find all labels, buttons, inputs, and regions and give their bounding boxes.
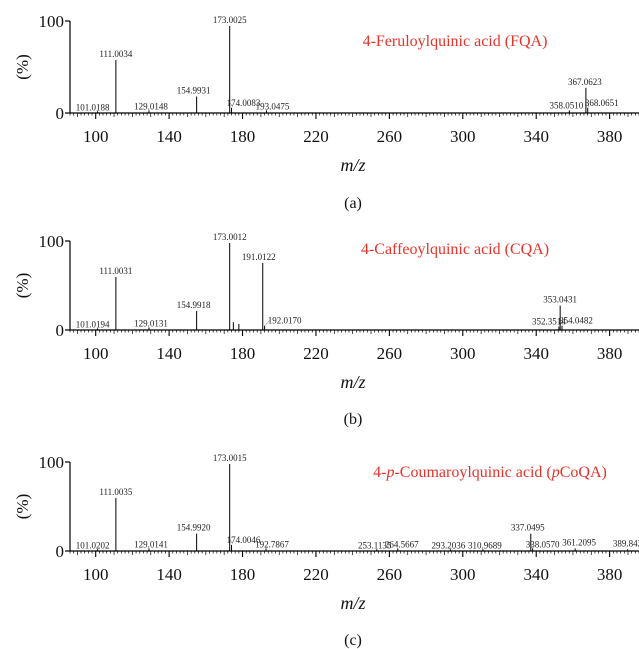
panel-a-peak-label-2: 129.0148 [134,101,168,111]
panel-c-xtick-label-260: 260 [377,565,403,584]
panel-a-peak-label-1: 111.0034 [99,49,133,59]
panel-b-peak-label-2: 129.0131 [134,318,168,328]
panel-c-peak-label-9: 293.2036 [431,540,465,550]
panel-c-y-axis-label: (%) [13,494,32,519]
panel-c-xtick-label-180: 180 [230,565,256,584]
panel-c-peak-label-5: 174.0046 [227,535,261,545]
panel-c-peak-label-1: 111.0035 [99,487,133,497]
panel-c-xtick-label-140: 140 [156,565,182,584]
panel-c-peak-label-0: 101.0202 [76,540,110,550]
panel-b-xtick-label-180: 180 [230,344,256,363]
panel-c-caption: (c) [344,632,362,649]
panel-c-peak-label-11: 337.0495 [511,523,545,533]
panel-a-compound-title: 4-Feruloylquinic acid (FQA) [363,33,548,50]
panel-b-peak-leader [265,319,271,325]
panel-b-caption: (b) [344,411,363,428]
panel-a-peak-leader [229,101,233,107]
panel-a-peak-label-4: 173.0025 [213,15,247,25]
panel-b-peak-label-7: 191.0122 [242,252,276,262]
panel-b-x-axis-label: m/z [340,372,365,392]
panel-a-caption: (a) [344,195,362,212]
panel-a-peak-label-7: 358.0510 [549,100,583,110]
panel-a-peak-label-5: 174.0083 [227,98,261,108]
panel-a-peak-leader [587,101,589,107]
panel-c-peak-label-12: 338.0570 [526,539,560,549]
panel-b-peak-label-11: 354.0482 [559,316,593,326]
panel-a-peak-label-0: 101.0188 [76,102,110,112]
panel-a-peak-label-8: 367.0623 [568,77,602,87]
panel-c-peak-leader [229,538,233,545]
panel-c-xtick-label-220: 220 [303,565,329,584]
panel-b-xtick-label-140: 140 [156,344,182,363]
panel-b-ytick-label-0: 0 [56,321,65,340]
panel-a-xtick-label-300: 300 [450,127,476,146]
panel-a-xtick-label-180: 180 [230,127,256,146]
panel-b-xtick-label-300: 300 [450,344,476,363]
panel-b-xtick-label-340: 340 [523,344,549,363]
panel-c-peak-label-3: 154.9920 [177,523,211,533]
panel-a-xtick-label-140: 140 [156,127,182,146]
panel-c-xtick-label-100: 100 [83,565,109,584]
panel-a-xtick-label-260: 260 [377,127,403,146]
panel-b-xtick-label-100: 100 [83,344,109,363]
panel-c-compound-title: 4-p-Coumaroylquinic acid (pCoQA) [373,464,607,481]
panel-a-x-axis-label: m/z [340,155,365,175]
panel-c-peak-label-7: 253.1135 [358,540,392,550]
panel-b-peak-leader [561,319,564,325]
panel-b-compound-title: 4-Caffeoylquinic acid (CQA) [361,241,549,258]
panel-b-y-axis-label: (%) [13,273,32,298]
panel-b-peak-label-8: 192.0170 [268,316,302,326]
panel-a-peak-label-6: 193.0475 [256,101,290,111]
panel-a-xtick-label-340: 340 [523,127,549,146]
panel-a-peak-label-9: 368.0651 [585,98,619,108]
panel-c-xtick-label-300: 300 [450,565,476,584]
panel-b-xtick-label-220: 220 [303,344,329,363]
panel-a-peak-label-3: 154.9931 [177,85,211,95]
panel-b-ytick-label-100: 100 [39,232,65,251]
panel-b-peak-label-1: 111.0031 [99,266,132,276]
panel-c-peak-label-13: 361.2095 [562,537,596,547]
panel-a-xtick-label-220: 220 [303,127,329,146]
panel-c-peak-label-14: 389.8427 [613,538,639,548]
panel-b-peak-label-0: 101.0194 [76,319,110,329]
panel-b-peak-label-3: 154.9918 [177,300,211,310]
panel-c-peak-label-10: 310.9689 [468,540,502,550]
panel-c-peak-leader [528,543,534,548]
panel-c-peak-label-4: 173.0015 [213,453,247,463]
panel-c-ytick-label-0: 0 [56,542,65,561]
panel-b-peak-label-10: 353.0431 [543,295,577,305]
panel-b-peak-label-9: 352.3514 [532,317,566,327]
panel-c-x-axis-label: m/z [340,593,365,613]
panel-a-ytick-label-100: 100 [39,12,65,31]
panel-a-y-axis-label: (%) [13,54,32,79]
panel-b-peak-label-4: 173.0012 [213,232,247,242]
panel-b-xtick-label-260: 260 [377,344,403,363]
panel-c-xtick-label-380: 380 [597,565,623,584]
panel-c-ytick-label-100: 100 [39,453,65,472]
panel-c-peak-label-8: 264.5667 [385,539,419,549]
panel-a-xtick-label-380: 380 [597,127,623,146]
panel-a-ytick-label-0: 0 [56,104,65,123]
panel-c-peak-label-6: 192.7867 [255,539,289,549]
panel-c-xtick-label-340: 340 [523,565,549,584]
panel-a-xtick-label-100: 100 [83,127,109,146]
panel-c-peak-label-2: 129.0141 [134,539,168,549]
panel-b-xtick-label-380: 380 [597,344,623,363]
